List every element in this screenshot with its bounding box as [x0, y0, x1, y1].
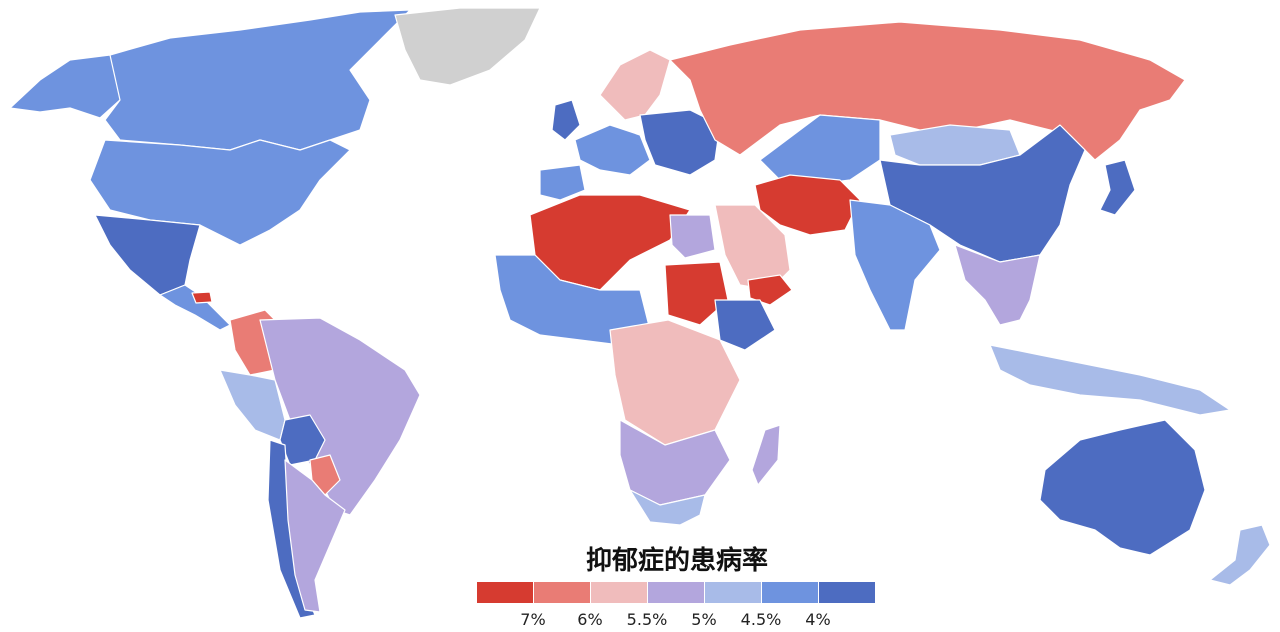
- legend-swatch-2: [534, 582, 590, 603]
- region-honduras[interactable]: [191, 291, 213, 304]
- region-central-america[interactable]: [159, 284, 231, 331]
- region-australia[interactable]: [1039, 419, 1206, 556]
- region-paraguay[interactable]: [309, 454, 341, 496]
- legend-tick-1: 7%: [520, 610, 546, 629]
- region-south-africa[interactable]: [629, 489, 706, 526]
- legend-tick-4: 5%: [691, 610, 717, 629]
- legend-swatch-7: [819, 582, 875, 603]
- region-iran[interactable]: [754, 174, 861, 236]
- legend-tick-3: 5.5%: [626, 610, 668, 629]
- region-iberia[interactable]: [539, 164, 586, 201]
- region-uk[interactable]: [551, 99, 581, 141]
- legend-swatch-6: [762, 582, 818, 603]
- region-japan[interactable]: [1099, 159, 1136, 216]
- region-indonesia[interactable]: [989, 344, 1231, 416]
- legend-tick-5: 4.5%: [740, 610, 782, 629]
- region-usa[interactable]: [89, 139, 351, 246]
- region-madagascar[interactable]: [751, 424, 781, 486]
- region-russia[interactable]: [669, 21, 1186, 161]
- legend-swatch-5: [705, 582, 761, 603]
- legend-title: 抑郁症的患病率: [585, 546, 768, 576]
- legend-tick-2: 6%: [577, 610, 603, 629]
- legend-swatch-1: [477, 582, 533, 603]
- region-egypt[interactable]: [669, 214, 716, 259]
- region-western-europe[interactable]: [574, 124, 651, 176]
- legend-bar: [477, 582, 876, 603]
- region-yemen[interactable]: [747, 274, 793, 306]
- region-southeast-asia[interactable]: [954, 244, 1041, 326]
- region-india[interactable]: [849, 199, 941, 331]
- region-ethiopia[interactable]: [714, 299, 776, 351]
- region-eastern-europe[interactable]: [639, 109, 721, 176]
- region-greenland[interactable]: [394, 7, 541, 86]
- region-sudan[interactable]: [664, 261, 729, 326]
- legend-tick-6: 4%: [805, 610, 831, 629]
- region-argentina[interactable]: [284, 459, 346, 613]
- region-scandinavia[interactable]: [599, 49, 671, 121]
- legend-swatch-3: [591, 582, 647, 603]
- region-canada[interactable]: [104, 9, 411, 151]
- region-mexico[interactable]: [94, 214, 201, 296]
- region-china[interactable]: [879, 124, 1086, 263]
- region-mongolia[interactable]: [889, 124, 1021, 166]
- region-new-zealand[interactable]: [1209, 524, 1271, 586]
- legend-swatch-4: [648, 582, 704, 603]
